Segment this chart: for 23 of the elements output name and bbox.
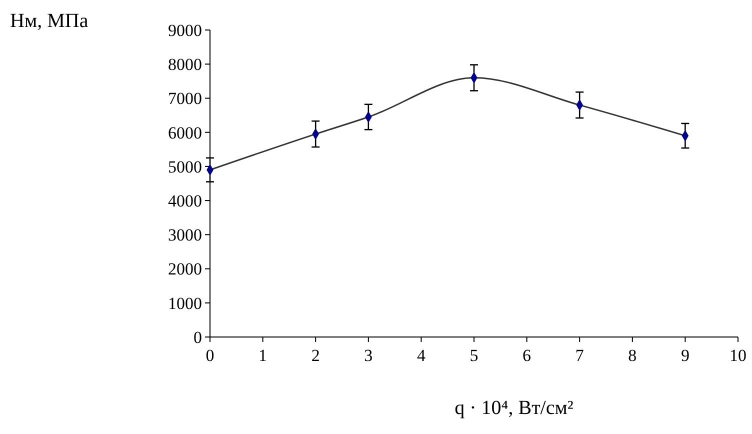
x-tick-label: 7 <box>575 346 584 365</box>
x-tick-label: 0 <box>206 346 214 365</box>
x-tick-label: 6 <box>522 346 532 365</box>
y-tick-label: 5000 <box>168 157 202 176</box>
x-tick-label: 3 <box>364 346 373 365</box>
y-tick-label: 8000 <box>168 55 202 74</box>
y-tick-label: 2000 <box>168 260 202 279</box>
x-tick-label: 10 <box>730 346 746 365</box>
x-tick-label: 5 <box>470 346 478 365</box>
y-tick-label: 1000 <box>168 294 202 313</box>
x-tick-label: 1 <box>258 346 268 365</box>
y-tick-label: 4000 <box>168 192 202 211</box>
y-tick-label: 0 <box>194 328 202 347</box>
x-axis-title: q · 10⁴, Вт/см² <box>454 397 574 419</box>
y-tick-label: 7000 <box>168 89 202 108</box>
x-tick-label: 9 <box>680 346 690 365</box>
x-tick-label: 2 <box>311 346 320 365</box>
x-tick-label: 4 <box>416 346 426 365</box>
x-tick-label: 8 <box>628 346 637 365</box>
y-tick-label: 9000 <box>168 20 202 40</box>
y-tick-label: 3000 <box>168 226 202 245</box>
y-tick-label: 6000 <box>168 123 202 142</box>
y-axis-title: Нм, МПа <box>10 10 88 32</box>
